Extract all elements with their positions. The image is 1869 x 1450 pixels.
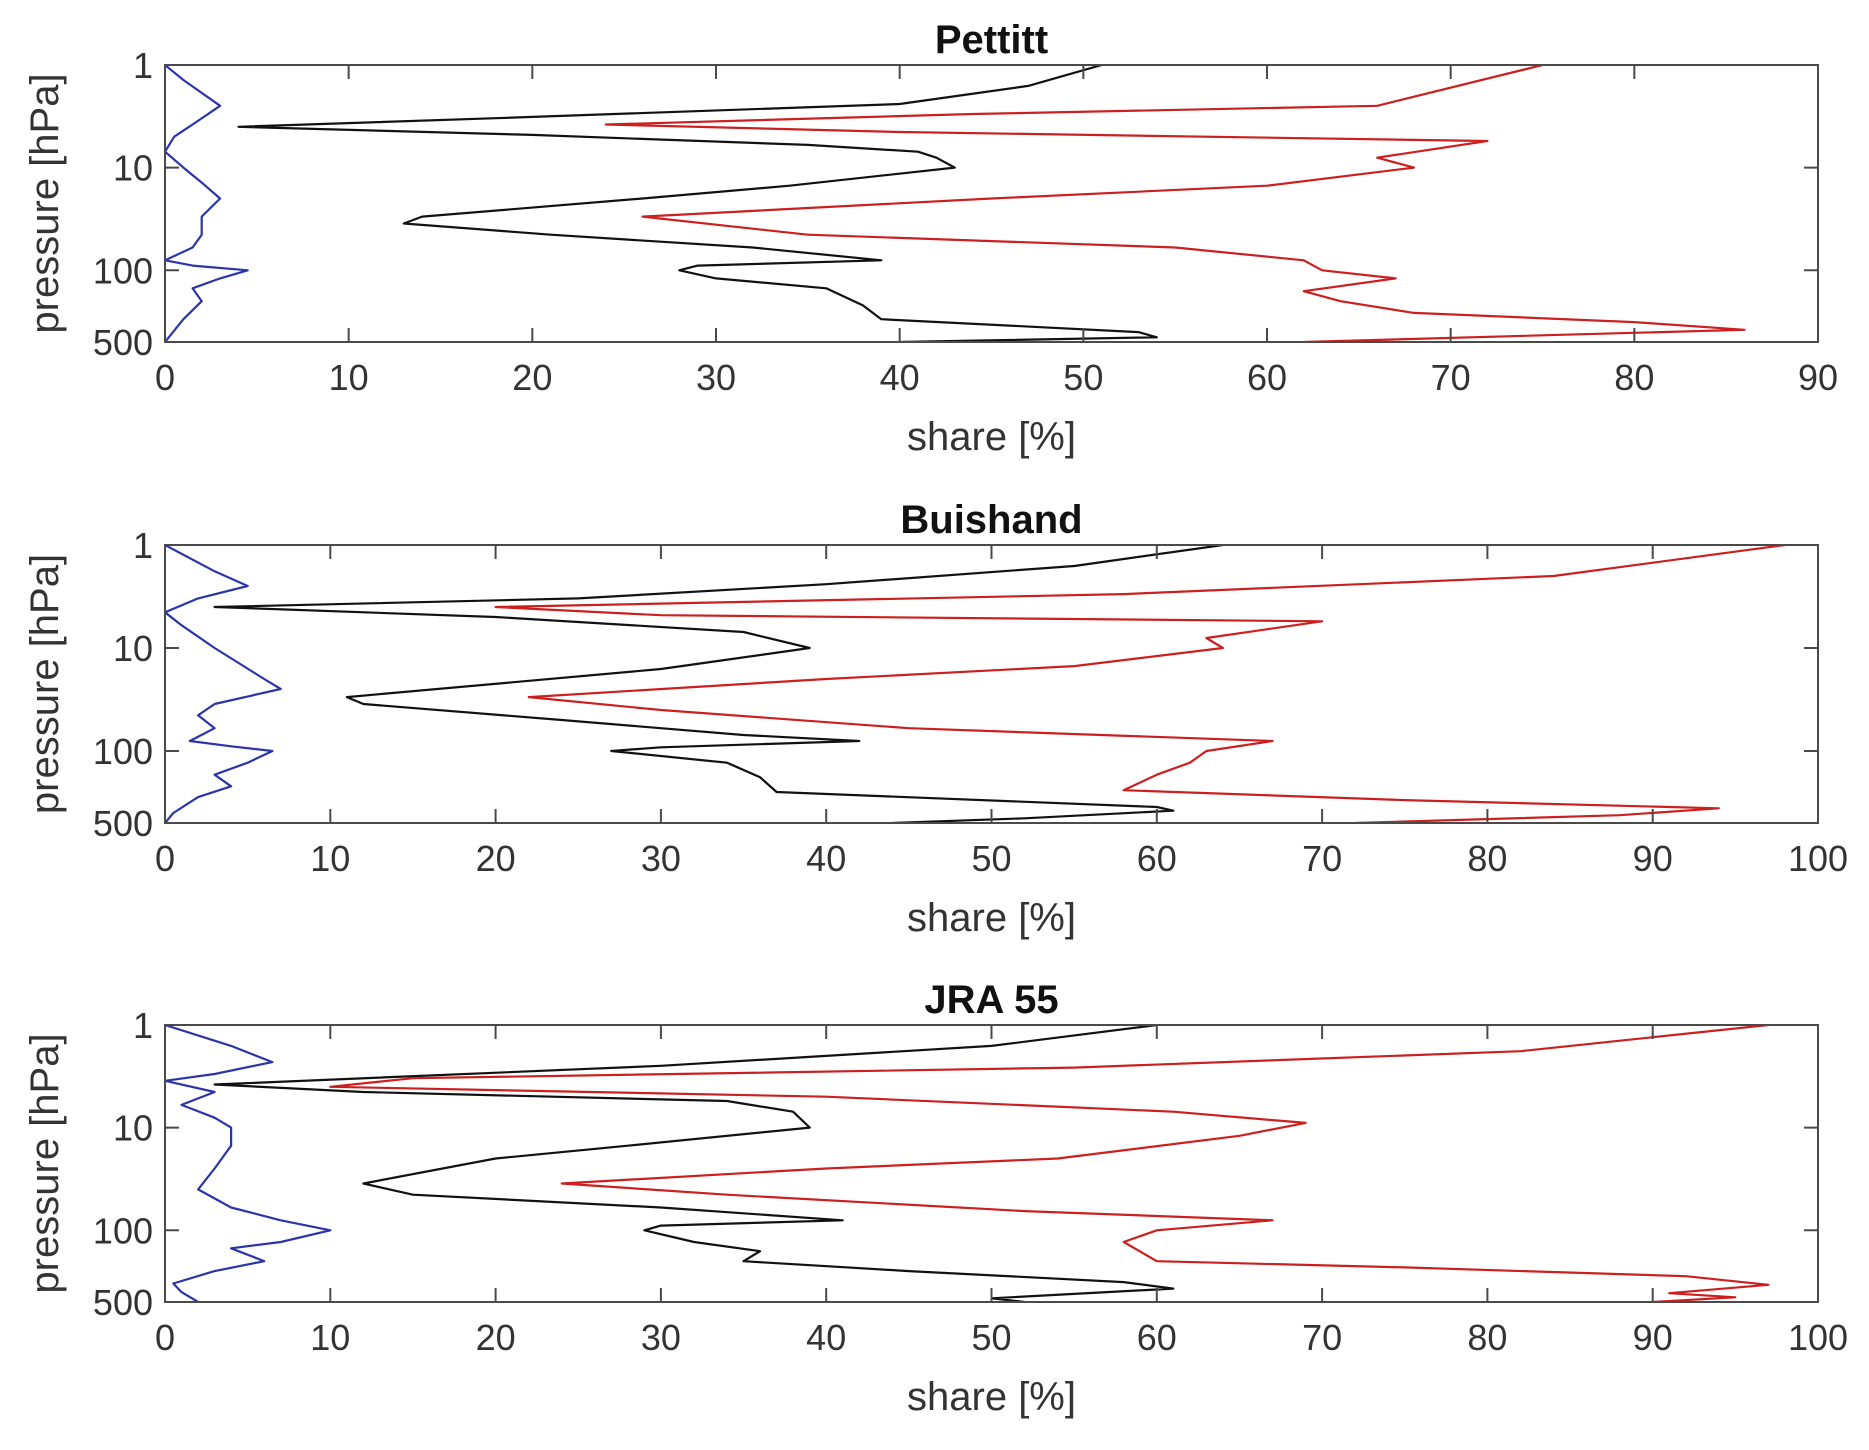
x-tick-label: 10 [310, 838, 350, 879]
series-line-blue [165, 65, 249, 342]
series-line-red [494, 545, 1786, 823]
series-line-black [237, 65, 1158, 342]
axes-frame [164, 64, 1819, 343]
chart-panel-1: 0 10 20 30 40 50 60 70 80 90 1 10 100 500 Pettitt share… [23, 18, 1838, 459]
x-tick-label: 30 [641, 838, 681, 879]
series-line-red [329, 1025, 1770, 1302]
x-axis-label: share [%] [907, 896, 1076, 940]
y-tick-label: 10 [113, 1108, 153, 1149]
y-tick-label: 100 [93, 731, 153, 772]
series-line-blue [165, 1025, 332, 1302]
x-tick-label: 70 [1431, 357, 1471, 398]
x-tick-label: 0 [155, 357, 175, 398]
x-tick-label: 0 [155, 838, 175, 879]
y-tick-label: 100 [93, 1210, 153, 1251]
x-tick-label: 90 [1798, 357, 1838, 398]
x-tick-label: 70 [1302, 1317, 1342, 1358]
x-tick-label: 60 [1247, 357, 1287, 398]
chart-panels: 0 10 20 30 40 50 60 70 80 90110100500Pettittshare… [23, 18, 1848, 1419]
x-tick-label: 20 [476, 1317, 516, 1358]
panel-title: Pettitt [935, 18, 1048, 62]
x-tick-label: 50 [971, 838, 1011, 879]
x-tick-label: 10 [310, 1317, 350, 1358]
x-tick-label: 40 [880, 357, 920, 398]
x-tick-label: 20 [512, 357, 552, 398]
series-line-blue [165, 545, 282, 823]
y-tick-label: 10 [113, 628, 153, 669]
y-tick-label: 100 [93, 250, 153, 291]
x-tick-label: 70 [1302, 838, 1342, 879]
panel-title: JRA 55 [924, 978, 1058, 1022]
y-tick-label: 10 [113, 148, 153, 189]
x-tick-label: 60 [1137, 1317, 1177, 1358]
y-tick-label: 500 [93, 322, 153, 363]
x-tick-label: 80 [1614, 357, 1654, 398]
x-tick-label: 80 [1467, 838, 1507, 879]
x-tick-label: 10 [329, 357, 369, 398]
x-tick-label: 80 [1467, 1317, 1507, 1358]
x-tick-label: 30 [641, 1317, 681, 1358]
y-tick-label: 1 [133, 45, 153, 86]
y-tick-label: 500 [93, 803, 153, 844]
x-tick-label: 50 [971, 1317, 1011, 1358]
x-tick-label: 20 [476, 838, 516, 879]
x-tick-label: 60 [1137, 838, 1177, 879]
chart-panel-2: 0 10 20 30 40 50 60 70 80 90 100110100500Buishands… [23, 498, 1848, 940]
x-tick-label: 0 [155, 1317, 175, 1358]
x-tick-label: 100 [1788, 838, 1848, 879]
y-tick-label: 1 [133, 525, 153, 566]
x-tick-label: 90 [1633, 1317, 1673, 1358]
x-tick-label: 40 [806, 1317, 846, 1358]
y-tick-label: 1 [133, 1005, 153, 1046]
y-axis-label: pressure [hPa] [23, 554, 67, 814]
x-tick-label: 90 [1633, 838, 1673, 879]
y-axis-label: pressure [hPa] [23, 73, 67, 333]
y-tick-label: 500 [93, 1282, 153, 1323]
x-tick-label: 50 [1063, 357, 1103, 398]
series-line-red [604, 65, 1746, 342]
series-line-black [213, 545, 1224, 823]
y-axis-label: pressure [hPa] [23, 1033, 67, 1293]
x-axis-label: share [%] [907, 1375, 1076, 1419]
panel-title: Buishand [900, 498, 1082, 542]
series-line-black [213, 1025, 1175, 1302]
axes-frame [164, 1024, 1819, 1303]
x-tick-label: 30 [696, 357, 736, 398]
x-tick-label: 40 [806, 838, 846, 879]
axes-frame [164, 544, 1819, 824]
x-axis-label: share [%] [907, 415, 1076, 459]
x-tick-label: 100 [1788, 1317, 1848, 1358]
